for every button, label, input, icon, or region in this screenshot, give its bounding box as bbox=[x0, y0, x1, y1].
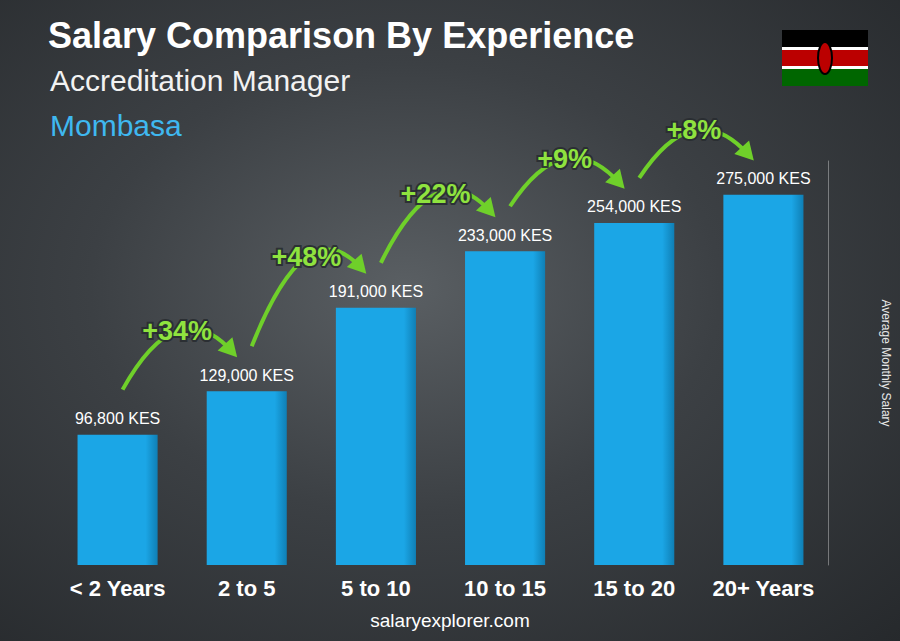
svg-text:+8%: +8% bbox=[666, 115, 721, 145]
svg-text:Average Monthly Salary: Average Monthly Salary bbox=[879, 299, 893, 426]
svg-text:5 to 10: 5 to 10 bbox=[341, 576, 411, 601]
svg-text:2 to 5: 2 to 5 bbox=[218, 576, 275, 601]
svg-text:275,000 KES: 275,000 KES bbox=[716, 170, 810, 187]
svg-text:15 to 20: 15 to 20 bbox=[593, 576, 675, 601]
svg-text:254,000 KES: 254,000 KES bbox=[587, 198, 681, 215]
svg-text:233,000 KES: 233,000 KES bbox=[458, 227, 552, 244]
svg-text:Accreditation Manager: Accreditation Manager bbox=[50, 64, 350, 97]
svg-text:+22%: +22% bbox=[401, 179, 471, 209]
svg-text:salaryexplorer.com: salaryexplorer.com bbox=[370, 610, 529, 631]
svg-text:+9%: +9% bbox=[537, 144, 592, 174]
svg-text:191,000 KES: 191,000 KES bbox=[329, 283, 423, 300]
svg-text:129,000 KES: 129,000 KES bbox=[200, 367, 294, 384]
svg-text:20+ Years: 20+ Years bbox=[713, 576, 815, 601]
svg-text:96,800 KES: 96,800 KES bbox=[75, 410, 160, 427]
svg-text:10 to 15: 10 to 15 bbox=[464, 576, 546, 601]
svg-text:+34%: +34% bbox=[142, 316, 212, 346]
svg-text:Mombasa: Mombasa bbox=[50, 109, 182, 142]
svg-text:Salary Comparison By Experienc: Salary Comparison By Experience bbox=[48, 15, 634, 56]
svg-text:< 2 Years: < 2 Years bbox=[70, 576, 166, 601]
svg-text:+48%: +48% bbox=[271, 242, 341, 272]
